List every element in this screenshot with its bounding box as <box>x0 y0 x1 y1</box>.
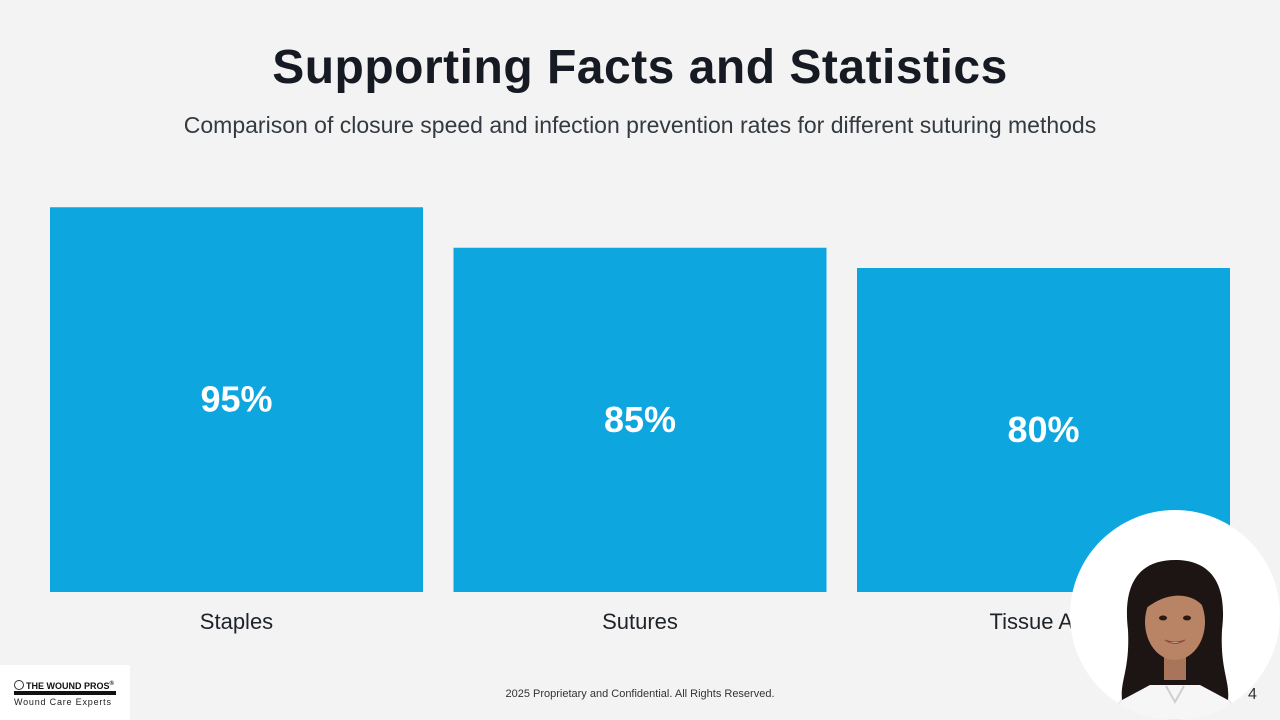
footer-copyright: 2025 Proprietary and Confidential. All R… <box>505 688 775 700</box>
category-label: Staples <box>200 609 273 634</box>
bar-value-label: 95% <box>200 379 272 420</box>
registered-mark: ® <box>109 681 114 687</box>
page-number: 4 <box>1248 686 1257 703</box>
company-logo: THE WOUND PROS® Wound Care Experts <box>0 665 130 720</box>
presenter-video <box>1070 510 1280 720</box>
presenter-avatar <box>1109 560 1241 720</box>
slide-title: Supporting Facts and Statistics <box>272 41 1008 94</box>
logo-tagline: Wound Care Experts <box>14 697 112 707</box>
logo-brand: THE WOUND PROS® <box>14 680 114 691</box>
slide-subtitle: Comparison of closure speed and infectio… <box>183 112 1097 138</box>
bar-value-label: 85% <box>604 399 676 440</box>
category-label: Sutures <box>602 609 678 634</box>
logo-brand-text: THE WOUND PROS <box>26 681 110 691</box>
logo-divider-bar <box>14 691 116 695</box>
globe-icon <box>14 680 24 690</box>
bar-value-label: 80% <box>1007 409 1079 450</box>
bar-staples <box>50 207 423 592</box>
bar-sutures <box>453 247 827 592</box>
